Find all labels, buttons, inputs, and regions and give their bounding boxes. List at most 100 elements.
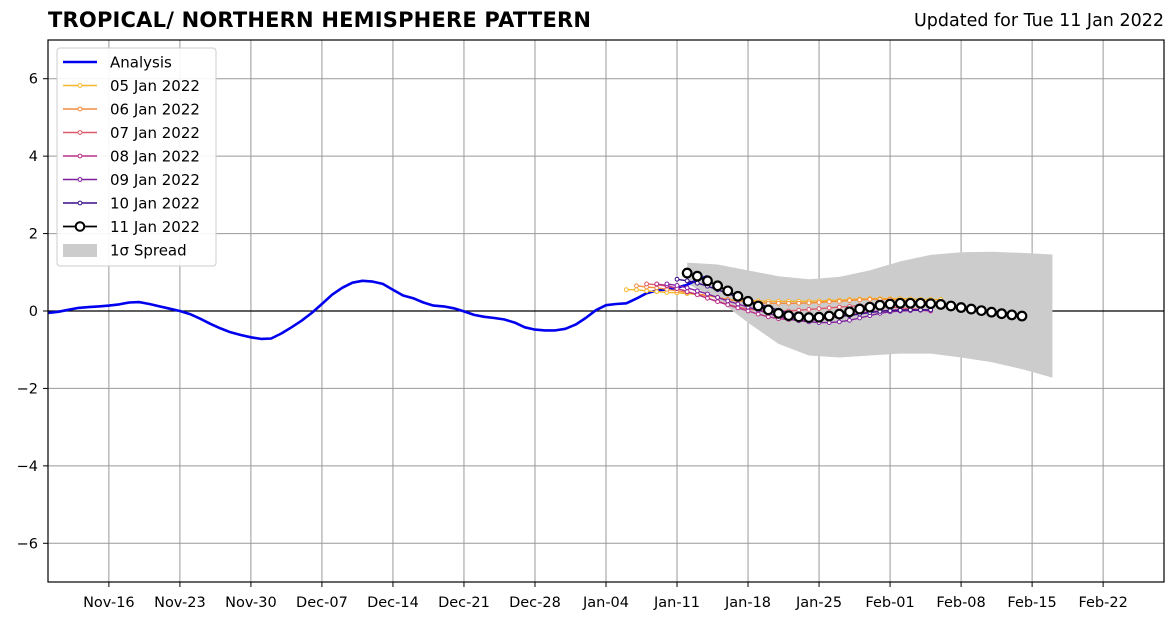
legend-label: 07 Jan 2022 (110, 124, 200, 142)
forecast-point (705, 295, 710, 301)
forecast-point (745, 308, 751, 314)
latest-point (986, 306, 997, 318)
x-tick-label: Dec-28 (509, 595, 561, 611)
x-tick-label: Feb-01 (865, 595, 914, 611)
latest-point (742, 295, 754, 307)
latest-point (712, 280, 723, 292)
x-tick-label: Feb-22 (1078, 595, 1127, 611)
forecast-point (674, 283, 680, 288)
legend-label: 05 Jan 2022 (110, 77, 200, 95)
latest-point (762, 304, 774, 316)
forecast-point (674, 276, 680, 282)
forecast-point (715, 299, 720, 305)
legend-label: 10 Jan 2022 (110, 195, 200, 213)
latest-point (996, 308, 1008, 320)
chart-subtitle: Updated for Tue 11 Jan 2022 (913, 11, 1164, 31)
forecast-point (826, 305, 832, 311)
latest-point (1006, 309, 1018, 321)
x-tick-label: Jan-18 (724, 595, 771, 611)
latest-point (915, 297, 926, 309)
forecast-point (735, 305, 741, 311)
legend-label: 1σ Spread (110, 242, 187, 260)
latest-point (884, 298, 896, 310)
y-tick-label: −4 (17, 459, 38, 475)
forecast-point (755, 311, 761, 317)
forecast-point (684, 289, 690, 295)
latest-point (904, 297, 916, 309)
x-tick-label: Feb-15 (1007, 595, 1056, 611)
latest-point (975, 305, 987, 317)
legend-entry: Analysis (63, 54, 172, 72)
y-axis: −6 −4 −2 0 2 4 6 (17, 72, 48, 552)
forecast-point (654, 281, 660, 287)
forecast-point (634, 283, 639, 289)
forecast-point (654, 289, 660, 295)
latest-point (732, 290, 744, 302)
forecast-point (735, 301, 741, 307)
legend-entry: 1σ Spread (63, 242, 187, 260)
latest-point (691, 270, 703, 282)
chart-title: TROPICAL/ NORTHERN HEMISPHERE PATTERN (48, 8, 592, 32)
forecast-point (776, 300, 781, 306)
series-layer (47, 267, 1028, 341)
legend-entry: 05 Jan 2022 (63, 77, 200, 95)
legend-label: 09 Jan 2022 (110, 171, 200, 189)
x-tick-label: Nov-30 (225, 595, 277, 611)
x-axis: Nov-16 Nov-23 Nov-30 Dec-07 Dec-14 Dec-21 Dec-… (83, 582, 1128, 611)
x-tick-label: Jan-04 (582, 595, 629, 611)
forecast-point (684, 285, 690, 291)
legend-marker (77, 153, 83, 159)
latest-point (783, 310, 795, 322)
forecast-point (664, 281, 670, 287)
legend-marker (77, 130, 83, 135)
forecast-point (644, 288, 649, 294)
latest-point (722, 285, 734, 297)
latest-point (925, 298, 937, 310)
legend-marker (74, 221, 86, 232)
latest-point (823, 310, 835, 322)
forecast-point (836, 298, 842, 304)
latest-point (854, 303, 866, 315)
latest-point (803, 312, 815, 323)
latest-point (955, 302, 967, 313)
forecast-point (705, 291, 710, 297)
forecast-point (725, 298, 731, 304)
y-tick-label: 2 (29, 227, 38, 243)
forecast-point (694, 280, 700, 286)
forecast-point (826, 299, 832, 305)
x-tick-label: Dec-07 (296, 595, 348, 611)
latest-point (681, 267, 693, 279)
latest-point (793, 311, 805, 323)
x-tick-label: Jan-25 (795, 595, 842, 611)
x-tick-label: Dec-21 (438, 595, 490, 611)
forecast-point (857, 315, 863, 321)
forecast-point (847, 298, 852, 303)
legend-marker (77, 200, 83, 206)
forecast-point (694, 288, 700, 294)
series-latest (681, 267, 1028, 323)
legend-marker (77, 177, 83, 182)
forecast-point (694, 292, 700, 298)
legend-swatch (63, 244, 97, 257)
forecast-point (796, 300, 802, 306)
legend-entry: 06 Jan 2022 (63, 101, 200, 119)
latest-point (844, 306, 855, 318)
latest-point (702, 275, 713, 287)
latest-point (773, 307, 784, 319)
latest-point (874, 299, 886, 311)
forecast-point (725, 302, 731, 308)
legend-entry: 11 Jan 2022 (63, 218, 200, 236)
y-tick-label: 4 (29, 149, 38, 165)
forecast-point (857, 297, 863, 303)
forecast-point (715, 295, 720, 300)
y-tick-label: −6 (17, 536, 38, 552)
legend-marker (77, 106, 83, 112)
x-tick-label: Nov-23 (154, 595, 206, 611)
y-tick-label: −2 (17, 381, 38, 397)
forecast-point (836, 304, 842, 310)
legend-entry: 08 Jan 2022 (63, 148, 200, 166)
forecast-point (816, 300, 822, 305)
latest-point (752, 300, 764, 312)
legend-entry: 10 Jan 2022 (63, 195, 200, 213)
